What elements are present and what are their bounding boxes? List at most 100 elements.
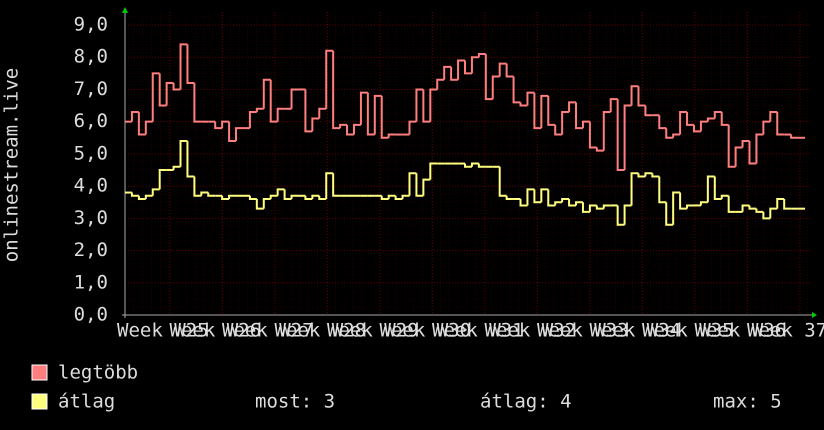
series-step: [311, 194, 320, 199]
y-axis-label: onlinestream.live: [1, 68, 23, 262]
series-step: [214, 121, 223, 130]
series-step: [332, 50, 341, 130]
series-step: [207, 192, 216, 197]
series-step: [429, 88, 438, 122]
series-step: [130, 111, 139, 122]
series-step: [699, 201, 708, 206]
series-step: [477, 53, 486, 58]
series-step: [588, 121, 597, 149]
series-step: [568, 199, 577, 207]
series-step: [762, 211, 771, 220]
series-step: [151, 72, 160, 122]
series-step: [387, 194, 396, 199]
series-step: [262, 78, 271, 109]
stat-max: max: 5: [713, 391, 782, 413]
series-step: [616, 99, 625, 171]
x-tick-label: Week W27: [222, 320, 314, 342]
series-step: [679, 111, 688, 135]
series-step: [540, 94, 549, 129]
series-step: [415, 88, 424, 122]
series-step: [637, 86, 646, 107]
series-step: [554, 124, 563, 136]
series-step: [346, 124, 354, 136]
x-tick-label: Week W30: [380, 320, 472, 342]
series-step: [484, 54, 493, 101]
series-step: [366, 92, 375, 136]
series-step: [748, 205, 757, 210]
series-step: [554, 201, 563, 206]
series-step: [144, 120, 153, 135]
series-step: [137, 112, 146, 136]
series-step: [290, 194, 299, 199]
series-step: [318, 107, 327, 119]
series-step: [415, 173, 424, 197]
series-step: [686, 112, 694, 126]
series-step: [269, 194, 278, 199]
series-step: [477, 163, 486, 168]
series-step: [172, 165, 181, 170]
series-step: [519, 199, 528, 207]
series-step: [422, 89, 431, 123]
x-tick-label: Week W25: [117, 320, 209, 342]
series-step: [595, 147, 604, 152]
series-step: [248, 111, 257, 129]
series-step: [380, 95, 389, 139]
x-tick-label: Week 37: [747, 320, 824, 342]
series-step: [332, 173, 341, 197]
series-step: [262, 198, 271, 209]
series-step: [727, 124, 736, 168]
series-step: [498, 166, 507, 197]
series-step: [526, 188, 535, 206]
series-step: [165, 82, 174, 106]
series-step: [193, 176, 202, 197]
series-step: [644, 172, 653, 177]
series-step: [623, 104, 632, 170]
series-step: [339, 123, 348, 129]
series-step: [144, 194, 153, 199]
series-step: [741, 204, 750, 212]
series-step: [290, 88, 299, 109]
series-step: [359, 91, 368, 125]
series-step: [720, 194, 729, 199]
series-step: [304, 89, 313, 133]
series-step: [179, 140, 188, 167]
legend-label: legtöbb: [58, 362, 138, 384]
series-step: [665, 202, 674, 226]
y-tick-label: 9,0: [74, 14, 108, 36]
series-step: [561, 111, 570, 135]
series-step: [255, 107, 264, 112]
series-step: [630, 85, 639, 106]
x-tick-label: Week W32: [485, 320, 577, 342]
series-step: [505, 195, 514, 200]
y-arrow: [122, 7, 128, 13]
series-step: [193, 83, 202, 123]
series-step: [547, 95, 556, 126]
series-step: [408, 172, 417, 196]
stat-atlag: átlag: 4: [480, 391, 572, 413]
x-tick-label: Week W28: [275, 320, 367, 342]
series-step: [595, 205, 604, 210]
series-step: [179, 43, 188, 90]
series-step: [387, 133, 396, 138]
series-step: [325, 49, 334, 109]
series-step: [547, 189, 556, 207]
series-step: [352, 123, 361, 135]
series-step: [588, 204, 597, 212]
series-step: [512, 76, 521, 104]
minor-grid: [125, 12, 810, 315]
y-tick-label: 5,0: [74, 142, 108, 164]
series-step: [692, 124, 701, 133]
series-step: [151, 188, 160, 196]
series-step: [158, 73, 167, 107]
series-step: [616, 205, 625, 226]
series-step: [623, 204, 632, 225]
series-step: [457, 59, 465, 80]
series-step: [172, 83, 181, 91]
series-step: [491, 75, 500, 100]
series-step: [769, 111, 778, 122]
series-step: [436, 78, 445, 90]
series-step: [526, 91, 535, 106]
series-step: [575, 102, 583, 130]
x-tick-label: Week W33: [537, 320, 629, 342]
y-tick-label: 3,0: [74, 207, 108, 229]
